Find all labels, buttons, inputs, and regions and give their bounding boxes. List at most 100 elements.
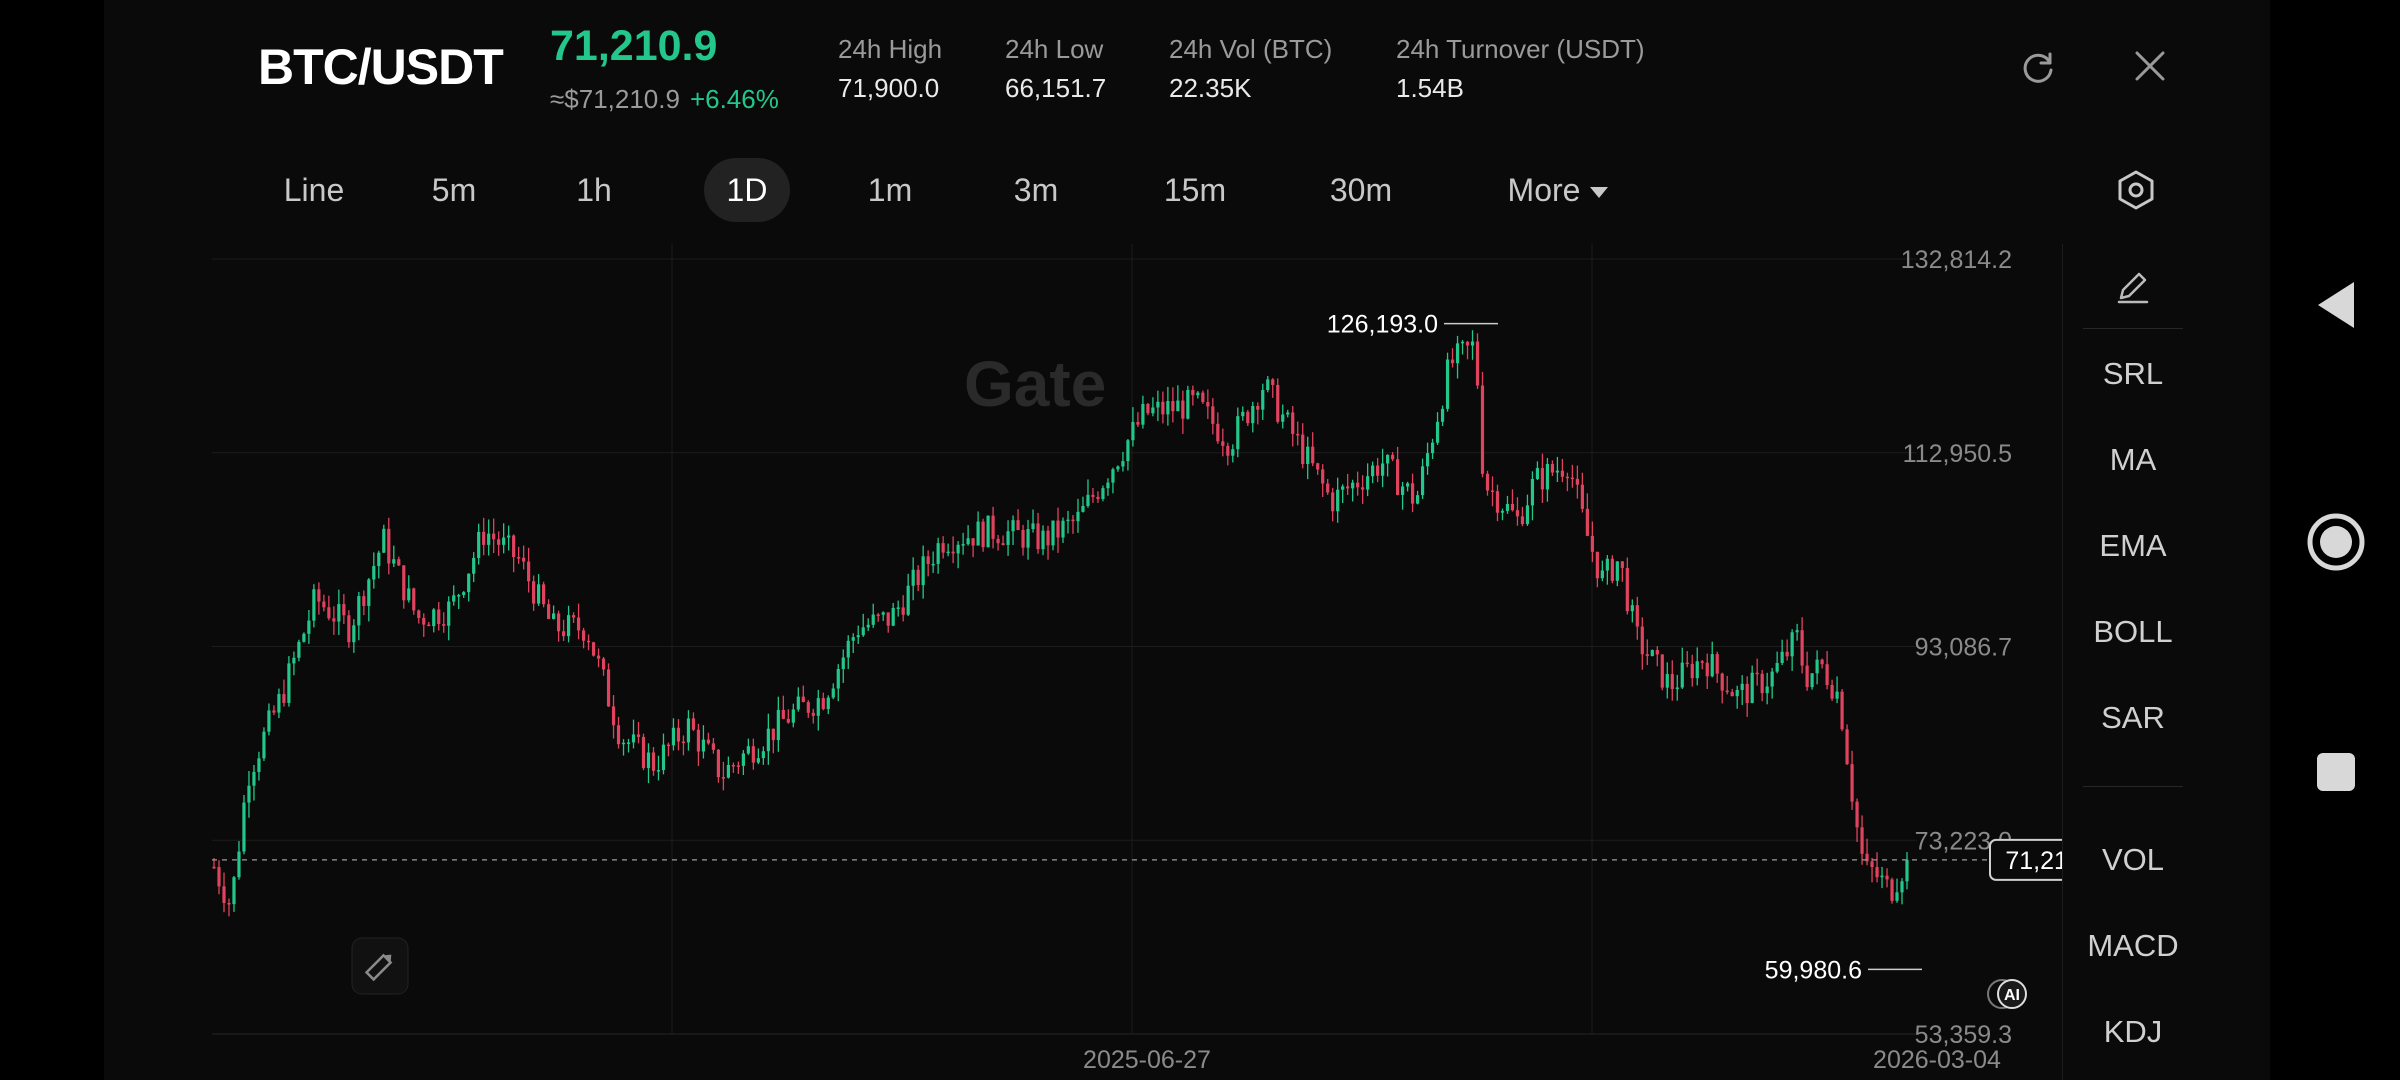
- more-dropdown[interactable]: More: [1488, 158, 1628, 222]
- candle-body: [482, 531, 486, 545]
- candle-body: [906, 585, 910, 615]
- candle-body: [1366, 476, 1370, 490]
- candle-body: [1435, 421, 1440, 443]
- candle-body: [861, 627, 865, 636]
- indicator-boll[interactable]: BOLL: [2093, 614, 2173, 649]
- refresh-icon[interactable]: [2016, 44, 2060, 88]
- candle-body: [641, 736, 646, 769]
- candle-body: [1415, 495, 1420, 504]
- candle-body: [1440, 408, 1445, 422]
- candle-body: [771, 728, 775, 741]
- ai-badge[interactable]: AI: [1987, 979, 2027, 1009]
- indicator-ma[interactable]: MA: [2109, 442, 2157, 477]
- candle-body: [1191, 389, 1195, 396]
- drawing-tool-toggle[interactable]: [351, 937, 409, 995]
- candle-body: [1066, 519, 1070, 522]
- tab-1h[interactable]: 1h: [576, 172, 612, 208]
- candlestick-chart[interactable]: Gate 132,814.2112,950.593,086.773,223.05…: [212, 244, 2062, 1080]
- candle-body: [1705, 662, 1709, 677]
- candle-body: [846, 640, 850, 658]
- candle-body: [1720, 673, 1724, 691]
- candle-body: [267, 710, 271, 732]
- indicator-macd[interactable]: MACD: [2087, 928, 2179, 963]
- candle-body: [1675, 687, 1679, 690]
- candle-body: [631, 734, 636, 743]
- pair-title: BTC/USDT: [258, 39, 504, 95]
- candle-body: [1460, 341, 1465, 344]
- home-nav-icon[interactable]: [2306, 512, 2366, 572]
- candle-body: [681, 741, 686, 744]
- candle-body: [611, 706, 616, 726]
- tab-15m[interactable]: 15m: [1163, 172, 1227, 208]
- candle-body: [1870, 861, 1874, 868]
- tab-line[interactable]: Line: [283, 172, 345, 208]
- candle-body: [936, 543, 940, 564]
- candle-body: [1765, 686, 1769, 694]
- candle-body: [716, 749, 721, 778]
- candle-body: [1116, 466, 1120, 470]
- candle-body: [1226, 445, 1230, 456]
- candle-body: [1850, 764, 1854, 802]
- candle-body: [1186, 389, 1190, 419]
- candle-body: [337, 604, 341, 622]
- candle-body: [1540, 468, 1545, 490]
- candle-body: [1346, 486, 1350, 489]
- candle-body: [1500, 510, 1505, 513]
- candle-body: [1895, 892, 1899, 901]
- candle-body: [1835, 691, 1839, 699]
- indicator-sar[interactable]: SAR: [2101, 700, 2165, 735]
- candle-body: [1530, 478, 1535, 506]
- candle-body: [1790, 632, 1794, 657]
- candle-body: [761, 751, 765, 759]
- candle-body: [1271, 379, 1275, 385]
- recents-nav-icon[interactable]: [2316, 752, 2356, 792]
- candle-body: [1615, 561, 1619, 581]
- tab-3m[interactable]: 3m: [1013, 172, 1059, 208]
- candle-body: [1630, 605, 1634, 612]
- candle-body: [1715, 654, 1719, 674]
- candle-body: [1860, 827, 1864, 854]
- candle-body: [1795, 630, 1799, 633]
- back-nav-icon[interactable]: [2316, 280, 2356, 330]
- candle-body: [1680, 662, 1684, 688]
- candle-body: [532, 581, 536, 604]
- candle-body: [1875, 867, 1879, 878]
- stat-value: 22.35K: [1169, 73, 1252, 103]
- edit-pencil-icon[interactable]: [2113, 266, 2153, 306]
- tab-30m[interactable]: 30m: [1329, 172, 1393, 208]
- candle-body: [736, 765, 740, 767]
- tab-1d[interactable]: 1D: [704, 158, 790, 222]
- candle-body: [1445, 359, 1450, 409]
- candle-body: [956, 544, 960, 554]
- candle-body: [232, 877, 236, 905]
- candle-body: [1855, 801, 1859, 828]
- candle-body: [1256, 405, 1260, 410]
- candle-body: [651, 752, 656, 771]
- candle-body: [686, 718, 691, 743]
- indicator-kdj[interactable]: KDJ: [2103, 1014, 2163, 1049]
- tab-1m[interactable]: 1m: [867, 172, 913, 208]
- candle-body: [1156, 401, 1160, 408]
- candle-body: [821, 698, 825, 710]
- indicator-ema[interactable]: EMA: [2099, 528, 2167, 563]
- indicator-vol[interactable]: VOL: [2101, 842, 2165, 877]
- candle-body: [666, 744, 671, 747]
- candle-body: [636, 734, 641, 737]
- candle-body: [946, 551, 950, 554]
- candle-body: [287, 663, 291, 703]
- candle-body: [781, 709, 785, 719]
- candle-body: [1331, 492, 1335, 512]
- candle-body: [1650, 649, 1654, 656]
- candle-body: [1700, 661, 1704, 663]
- candle-body: [1016, 520, 1020, 530]
- more-label: More: [1507, 172, 1581, 208]
- candle-body: [1391, 454, 1395, 460]
- candle-body: [1056, 520, 1060, 538]
- close-icon[interactable]: [2128, 44, 2172, 88]
- candle-body: [1865, 853, 1869, 862]
- candle-body: [786, 718, 790, 723]
- tab-5m[interactable]: 5m: [431, 172, 477, 208]
- indicator-srl[interactable]: SRL: [2102, 356, 2164, 391]
- chart-settings-icon[interactable]: [2114, 168, 2158, 212]
- stat-label: 24h Turnover (USDT): [1396, 34, 1645, 64]
